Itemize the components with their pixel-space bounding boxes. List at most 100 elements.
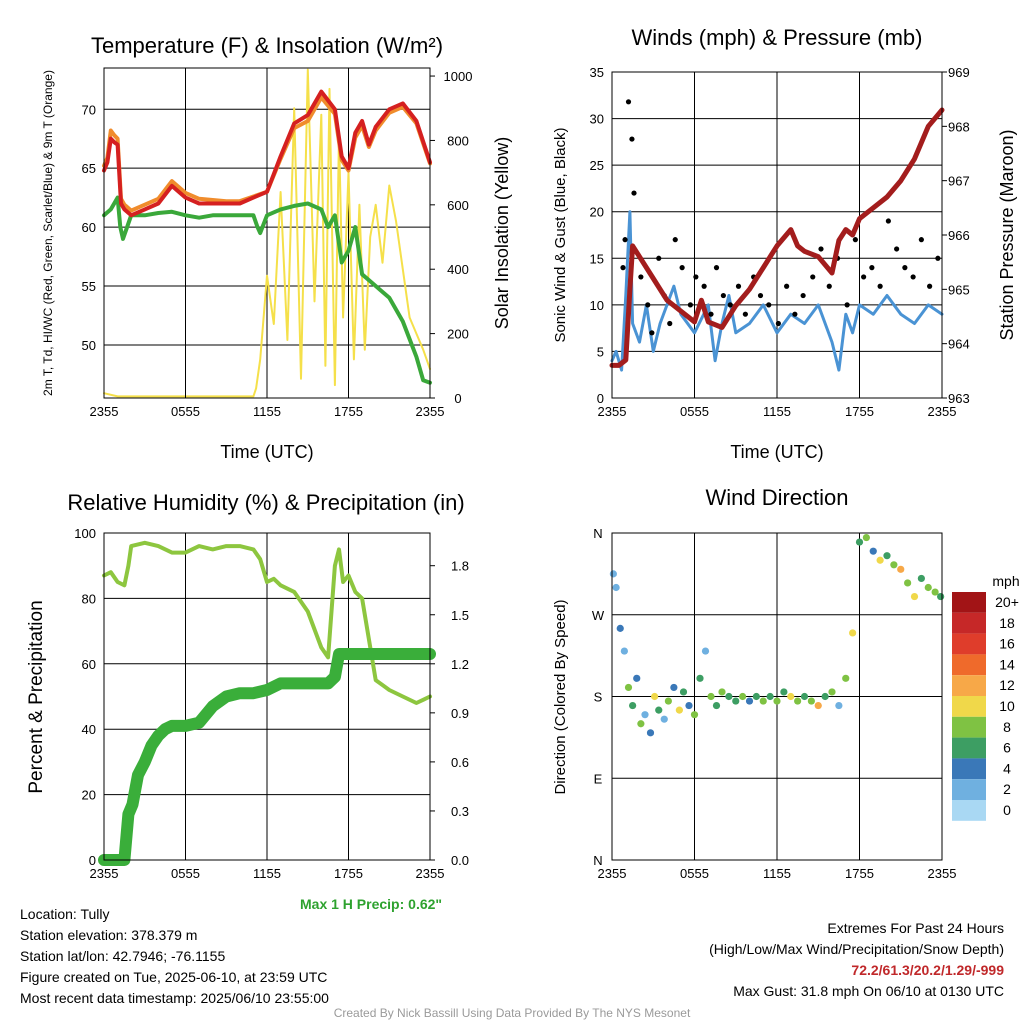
gust-point — [910, 274, 916, 280]
gust-point — [629, 136, 635, 142]
direction-point — [696, 674, 704, 682]
direction-point — [612, 583, 620, 592]
direction-point — [821, 692, 829, 701]
x-tick-label: 1755 — [334, 404, 363, 419]
chart-title: Winds (mph) & Pressure (mb) — [632, 25, 923, 50]
direction-point — [752, 692, 760, 701]
series-line-station-pressure — [609, 107, 945, 368]
series-line-solar-insolation — [103, 68, 431, 398]
colorbar-swatch — [952, 779, 986, 800]
direction-point — [641, 711, 649, 719]
direction-point — [862, 533, 870, 542]
direction-point — [897, 565, 905, 573]
y-tick-label-left: 80 — [82, 591, 96, 606]
gust-point — [894, 246, 900, 252]
x-tick-label: 0555 — [171, 866, 200, 881]
direction-point — [876, 556, 884, 564]
gust-point — [861, 274, 867, 280]
y-tick-label-left: 30 — [590, 112, 604, 127]
direction-point — [690, 711, 699, 719]
y-tick-label-left: 25 — [590, 158, 604, 173]
y-tick-label-left: 20 — [82, 788, 96, 803]
series-line-2m-t — [102, 89, 432, 218]
direction-point — [675, 706, 683, 714]
direction-point — [629, 701, 637, 710]
colorbar-title: mph — [992, 573, 1019, 589]
extremes-info: Extremes For Past 24 Hours (High/Low/Max… — [709, 918, 1004, 1002]
figure-created: Figure created on Tue, 2025-06-10, at 23… — [20, 969, 328, 985]
direction-point — [883, 552, 891, 560]
colorbar-swatch — [952, 716, 986, 738]
direction-point — [609, 570, 617, 578]
y-tick-label-right: 968 — [948, 119, 970, 134]
colorbar-swatch — [952, 800, 986, 821]
max-precip-label: Max 1 H Precip: 0.62" — [300, 896, 443, 912]
direction-point — [842, 674, 850, 682]
direction-point — [633, 674, 641, 682]
station-info: Location: Tully Station elevation: 378.3… — [20, 904, 329, 1009]
colorbar-swatch — [952, 675, 986, 696]
x-tick-label: 1755 — [845, 404, 874, 419]
gust-point — [792, 311, 798, 317]
series-line-2m-td — [102, 195, 432, 385]
colorbar-swatch — [952, 654, 986, 676]
direction-point — [637, 720, 645, 728]
gust-point — [656, 255, 662, 261]
x-tick-label: 2355 — [598, 404, 627, 419]
direction-point — [931, 588, 939, 596]
x-tick-label: 1155 — [253, 866, 281, 881]
colorbar-label: 4 — [1003, 760, 1011, 776]
direction-point — [732, 697, 740, 705]
direction-point — [620, 647, 628, 655]
gust-point — [693, 274, 699, 280]
gust-point — [869, 265, 875, 271]
y-axis-label-left: 2m T, Td, HI/WC (Red, Green, Scarlet/Blu… — [41, 70, 55, 396]
x-tick-label: 1755 — [845, 866, 874, 881]
max-gust: Max Gust: 31.8 mph On 06/10 at 0130 UTC — [733, 983, 1004, 999]
direction-point — [759, 697, 767, 705]
y-tick-label: N — [593, 853, 602, 868]
direction-point — [725, 692, 733, 701]
direction-point — [780, 688, 788, 696]
gust-point — [667, 320, 673, 327]
station-location: Location: Tully — [20, 906, 110, 922]
y-tick-label-left: 100 — [74, 526, 96, 541]
gust-point — [902, 265, 908, 271]
gust-point — [638, 274, 644, 280]
x-axis-label: Time (UTC) — [220, 442, 313, 462]
y-tick-label-left: 60 — [82, 220, 96, 235]
direction-point — [807, 697, 815, 705]
y-tick-label-left: 50 — [82, 338, 96, 353]
y-tick-label-right: 600 — [447, 198, 469, 213]
colorbar-label: 18 — [999, 615, 1015, 631]
direction-point — [718, 688, 726, 696]
extremes-description: (High/Low/Max Wind/Precipitation/Snow De… — [709, 941, 1004, 957]
direction-point — [937, 592, 945, 601]
direction-point — [766, 692, 774, 701]
y-tick-label-right: 967 — [948, 174, 970, 189]
colorbar-swatch — [952, 696, 986, 717]
direction-point — [849, 629, 857, 637]
y-tick-label: S — [594, 690, 603, 705]
x-tick-label: 2355 — [90, 866, 119, 881]
direction-point — [800, 692, 809, 701]
gust-point — [701, 283, 707, 289]
gust-point — [766, 302, 772, 308]
gust-point — [708, 311, 714, 317]
y-tick-label-left: 0 — [597, 391, 604, 406]
direction-point — [794, 697, 802, 705]
x-tick-label: 2355 — [416, 866, 445, 881]
y-tick-label: N — [593, 526, 602, 541]
y-tick-label-left: 60 — [82, 657, 96, 672]
y-tick-label-right: 400 — [447, 262, 469, 277]
gust-point — [927, 283, 933, 289]
gust-point — [810, 274, 816, 280]
y-axis-label-left: Percent & Precipitation — [26, 600, 47, 793]
direction-point — [924, 583, 932, 592]
gust-point — [622, 237, 628, 243]
colorbar-label: 6 — [1003, 740, 1011, 756]
colorbar-label: 0 — [1003, 802, 1011, 818]
y-tick-label-left: 40 — [82, 722, 96, 737]
y-tick-label-right: 200 — [447, 327, 469, 342]
y-axis-label: Direction (Colored By Speed) — [552, 599, 569, 794]
